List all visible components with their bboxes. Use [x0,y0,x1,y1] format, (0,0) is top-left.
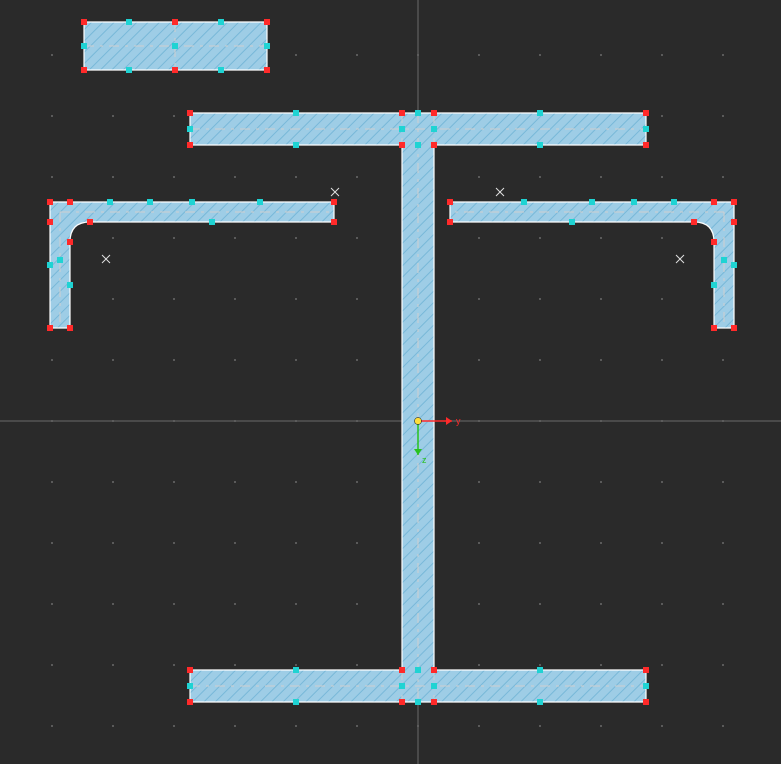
handle-corner[interactable] [447,199,453,205]
handle-corner[interactable] [331,199,337,205]
handle-mid[interactable] [589,199,595,205]
handle-corner[interactable] [264,19,270,25]
shape-ibeam[interactable] [187,110,649,705]
handle-corner[interactable] [264,67,270,73]
handle-corner[interactable] [331,219,337,225]
handle-mid[interactable] [264,43,270,49]
handle-corner[interactable] [187,667,193,673]
handle-mid[interactable] [47,262,53,268]
handle-corner[interactable] [431,142,437,148]
handle-mid[interactable] [293,699,299,705]
handle-mid[interactable] [631,199,637,205]
handle-corner[interactable] [47,325,53,331]
handle-mid[interactable] [57,257,63,263]
axis-label-z: z [422,455,427,465]
handle-corner[interactable] [431,110,437,116]
shape-l-left[interactable] [47,199,337,331]
handle-mid[interactable] [218,19,224,25]
handle-corner[interactable] [643,667,649,673]
axis-label-y: y [456,416,461,426]
handle-corner[interactable] [731,219,737,225]
handle-mid[interactable] [399,683,405,689]
handle-mid[interactable] [189,199,195,205]
handle-corner[interactable] [47,199,53,205]
handle-mid[interactable] [415,110,421,116]
handle-mid[interactable] [731,262,737,268]
handle-corner[interactable] [643,699,649,705]
handle-corner[interactable] [711,199,717,205]
handle-mid[interactable] [415,142,421,148]
shape-l-right[interactable] [447,199,737,331]
handle-mid[interactable] [147,199,153,205]
handle-mid[interactable] [537,667,543,673]
handle-mid[interactable] [415,699,421,705]
handle-corner[interactable] [643,142,649,148]
handle-corner[interactable] [399,110,405,116]
handle-mid[interactable] [721,257,727,263]
handle-mid[interactable] [643,126,649,132]
grid-dots [51,54,724,727]
origin-point[interactable] [415,418,422,425]
handle-corner[interactable] [87,219,93,225]
handle-corner[interactable] [67,325,73,331]
handle-corner[interactable] [172,19,178,25]
handle-mid[interactable] [431,683,437,689]
handle-corner[interactable] [399,667,405,673]
cad-viewport[interactable]: yz [0,0,781,764]
handle-mid[interactable] [521,199,527,205]
handle-mid[interactable] [107,199,113,205]
handle-mid[interactable] [172,43,178,49]
handle-corner[interactable] [447,219,453,225]
handle-mid[interactable] [431,126,437,132]
handle-corner[interactable] [81,67,87,73]
handle-corner[interactable] [47,219,53,225]
handle-mid[interactable] [67,282,73,288]
handle-corner[interactable] [431,699,437,705]
handle-corner[interactable] [187,110,193,116]
handle-mid[interactable] [415,667,421,673]
drawing-canvas[interactable]: yz [0,0,781,764]
handle-mid[interactable] [293,667,299,673]
handle-corner[interactable] [399,142,405,148]
handle-corner[interactable] [711,239,717,245]
handle-corner[interactable] [711,325,717,331]
handle-mid[interactable] [81,43,87,49]
shape-top-rect[interactable] [81,19,270,73]
handle-mid[interactable] [257,199,263,205]
handle-mid[interactable] [126,67,132,73]
handle-mid[interactable] [187,126,193,132]
handle-mid[interactable] [537,110,543,116]
handle-corner[interactable] [187,699,193,705]
handle-mid[interactable] [569,219,575,225]
handle-corner[interactable] [643,110,649,116]
handle-corner[interactable] [399,699,405,705]
handle-corner[interactable] [731,325,737,331]
handle-mid[interactable] [209,219,215,225]
handle-mid[interactable] [293,110,299,116]
handle-corner[interactable] [691,219,697,225]
handle-corner[interactable] [172,67,178,73]
handle-mid[interactable] [537,142,543,148]
handle-mid[interactable] [643,683,649,689]
handle-corner[interactable] [431,667,437,673]
handle-mid[interactable] [537,699,543,705]
handle-mid[interactable] [126,19,132,25]
handle-corner[interactable] [67,239,73,245]
handle-mid[interactable] [293,142,299,148]
handle-corner[interactable] [731,199,737,205]
handle-mid[interactable] [711,282,717,288]
shapes-layer[interactable] [47,19,737,705]
handle-mid[interactable] [671,199,677,205]
handle-mid[interactable] [399,126,405,132]
handle-mid[interactable] [218,67,224,73]
handle-corner[interactable] [81,19,87,25]
handle-mid[interactable] [187,683,193,689]
handle-corner[interactable] [67,199,73,205]
handle-corner[interactable] [187,142,193,148]
